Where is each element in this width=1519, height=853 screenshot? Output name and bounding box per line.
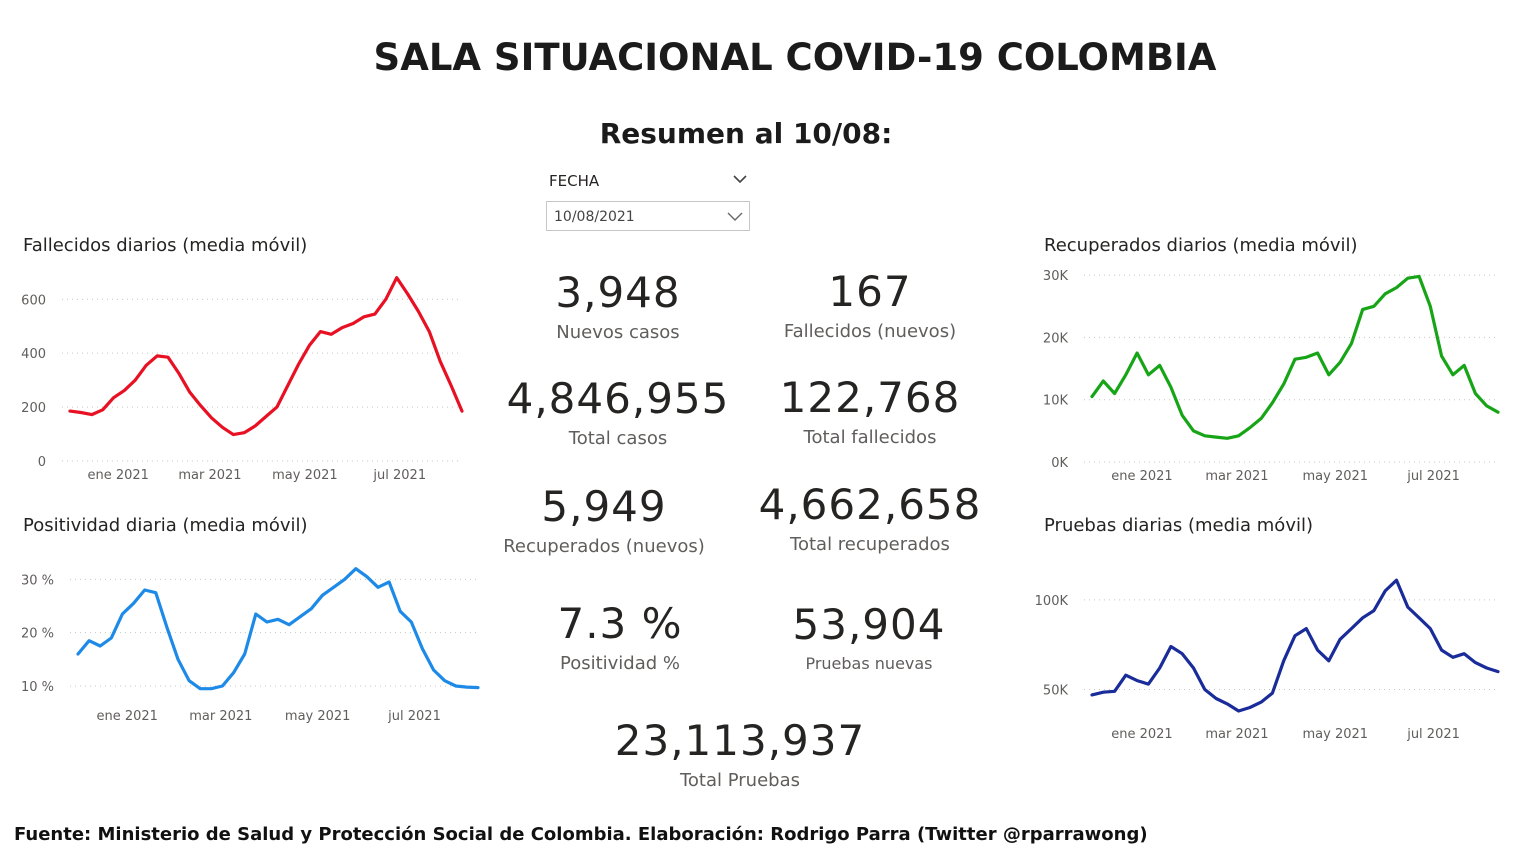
series-line-recuperados: [1090, 274, 1500, 440]
x-tick-label: ene 2021: [96, 709, 157, 724]
kpi-value: 122,768: [779, 373, 961, 422]
date-slicer-value: 10/08/2021: [554, 209, 635, 225]
kpi-value: 7.3 %: [557, 599, 683, 648]
series-line-fallecidos: [68, 276, 464, 437]
kpi-value: 4,662,658: [758, 480, 982, 529]
y-tick-label: 50K: [1043, 684, 1069, 699]
y-tick-label: 200: [21, 401, 46, 416]
kpi-pruebas-nuevas: 53,904 Pruebas nuevas: [739, 600, 999, 674]
chart-title-positividad: Positividad diaria (media móvil): [23, 515, 308, 536]
kpi-label: Total Pruebas: [679, 770, 800, 791]
kpi-value: 3,948: [555, 268, 681, 317]
kpi-label: Total fallecidos: [803, 427, 937, 448]
y-tick-label: 0K: [1051, 456, 1068, 471]
x-tick-label: jul 2021: [372, 468, 426, 483]
kpi-positividad: 7.3 % Positividad %: [490, 599, 750, 675]
x-tick-label: mar 2021: [189, 709, 252, 724]
x-tick-label: ene 2021: [1111, 469, 1172, 484]
date-slicer-dropdown[interactable]: 10/08/2021: [546, 201, 750, 231]
kpi-value: 23,113,937: [614, 716, 866, 765]
series-line-positividad: [76, 567, 480, 691]
kpi-total-casos: 4,846,955 Total casos: [478, 374, 758, 450]
kpi-total-recuperados: 4,662,658 Total recuperados: [720, 480, 1020, 556]
kpi-value: 167: [828, 267, 912, 316]
x-tick-label: may 2021: [272, 468, 338, 483]
y-tick-label: 0: [38, 455, 46, 470]
kpi-value: 4,846,955: [506, 374, 730, 423]
y-tick-label: 20 %: [21, 627, 54, 642]
chart-title-recuperados: Recuperados diarios (media móvil): [1044, 235, 1358, 256]
x-tick-label: jul 2021: [1406, 469, 1460, 484]
x-tick-label: jul 2021: [387, 709, 441, 724]
y-tick-label: 30K: [1043, 269, 1069, 284]
y-tick-label: 10 %: [21, 680, 54, 695]
kpi-label: Nuevos casos: [556, 322, 680, 343]
chevron-down-icon: [727, 212, 743, 221]
kpi-label: Total casos: [568, 428, 668, 449]
y-tick-label: 20K: [1043, 331, 1069, 346]
chart-positividad: 10 % 20 % 30 % ene 2021 mar 2021 may 2021 jul …: [21, 567, 480, 724]
series-line-pruebas: [1090, 578, 1500, 713]
y-tick-label: 100K: [1035, 594, 1069, 609]
kpi-label: Positividad %: [559, 653, 681, 674]
kpi-label: Total recuperados: [790, 534, 950, 555]
date-slicer-label: FECHA: [549, 172, 600, 190]
kpi-recuperados-nuevos: 5,949 Recuperados (nuevos): [474, 482, 734, 558]
x-tick-label: may 2021: [285, 709, 351, 724]
kpi-label: Fallecidos (nuevos): [783, 321, 957, 342]
y-tick-label: 600: [21, 293, 46, 308]
y-tick-label: 30 %: [21, 573, 54, 588]
kpi-value: 5,949: [541, 482, 667, 531]
kpi-fallecidos-nuevos: 167 Fallecidos (nuevos): [740, 267, 1000, 343]
y-tick-label: 10K: [1043, 394, 1069, 409]
chevron-down-icon[interactable]: [733, 174, 747, 184]
kpi-value: 53,904: [792, 600, 946, 649]
x-tick-label: ene 2021: [87, 468, 148, 483]
x-tick-label: ene 2021: [1111, 727, 1172, 742]
x-tick-label: mar 2021: [1205, 727, 1268, 742]
chart-recuperados: 0K 10K 20K 30K ene 2021 mar 2021 may 2021 jul 2…: [1043, 269, 1500, 484]
chart-title-fallecidos: Fallecidos diarios (media móvil): [23, 235, 308, 256]
y-tick-label: 400: [21, 347, 46, 362]
page-subtitle: Resumen al 10/08:: [599, 117, 893, 150]
kpi-total-pruebas: 23,113,937 Total Pruebas: [590, 716, 890, 792]
x-tick-label: mar 2021: [178, 468, 241, 483]
x-tick-label: may 2021: [1303, 727, 1369, 742]
x-tick-label: jul 2021: [1406, 727, 1460, 742]
chart-title-pruebas: Pruebas diarias (media móvil): [1044, 515, 1313, 536]
kpi-total-fallecidos: 122,768 Total fallecidos: [730, 373, 1010, 449]
page-title: SALA SITUACIONAL COVID-19 COLOMBIA: [373, 36, 1217, 79]
x-tick-label: may 2021: [1303, 469, 1369, 484]
kpi-label: Pruebas nuevas: [805, 654, 933, 673]
kpi-nuevos-casos: 3,948 Nuevos casos: [488, 268, 748, 344]
chart-fallecidos: 0 200 400 600 ene 2021 mar 2021 may 2021 jul 20…: [21, 276, 464, 483]
x-tick-label: mar 2021: [1205, 469, 1268, 484]
kpi-label: Recuperados (nuevos): [503, 536, 705, 557]
source-credit: Fuente: Ministerio de Salud y Protección…: [14, 824, 1148, 845]
chart-pruebas: 50K 100K ene 2021 mar 2021 may 2021 jul 2021: [1035, 578, 1500, 742]
